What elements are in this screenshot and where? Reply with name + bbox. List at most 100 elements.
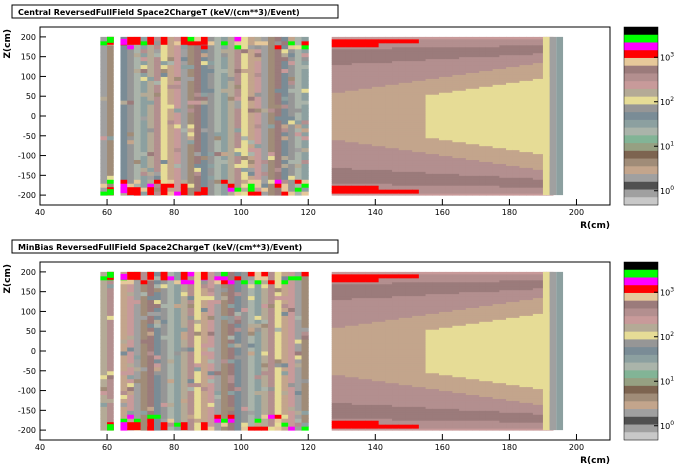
heatmap-cell bbox=[113, 104, 121, 109]
heatmap-cell bbox=[492, 171, 500, 174]
heatmap-cell bbox=[120, 187, 128, 194]
heatmap-cell bbox=[241, 323, 249, 328]
heatmap-cell bbox=[432, 135, 440, 139]
heatmap-cell bbox=[174, 410, 182, 415]
heatmap-cell bbox=[351, 141, 360, 145]
heatmap-cell bbox=[194, 60, 202, 66]
heatmap-cell bbox=[345, 68, 353, 72]
heatmap-cell bbox=[241, 343, 249, 348]
heatmap-cell bbox=[425, 108, 433, 111]
heatmap-cell bbox=[405, 139, 413, 143]
heatmap-cell bbox=[221, 271, 229, 277]
heatmap-cell bbox=[338, 52, 346, 56]
heatmap-cell bbox=[519, 143, 527, 147]
heatmap-cell bbox=[274, 96, 282, 101]
heatmap-cell bbox=[485, 68, 494, 72]
heatmap-cell bbox=[378, 143, 386, 147]
heatmap-cell bbox=[378, 52, 386, 56]
heatmap-cell bbox=[200, 163, 209, 168]
heatmap-cell bbox=[425, 114, 433, 117]
heatmap-cell bbox=[492, 106, 500, 109]
heatmap-cell bbox=[331, 100, 339, 103]
heatmap-cell bbox=[485, 70, 494, 73]
heatmap-cell bbox=[274, 187, 282, 192]
heatmap-cell bbox=[345, 179, 353, 182]
heatmap-cell bbox=[180, 76, 189, 81]
heatmap-cell bbox=[113, 311, 121, 316]
heatmap-cell bbox=[120, 64, 128, 70]
heatmap-cell bbox=[465, 86, 474, 89]
heatmap-cell bbox=[506, 108, 514, 111]
heatmap-cell bbox=[288, 191, 296, 196]
heatmap-cell bbox=[120, 44, 128, 50]
heatmap-cell bbox=[207, 422, 215, 427]
colorbar-swatch bbox=[624, 88, 658, 98]
heatmap-cell bbox=[113, 307, 121, 312]
heatmap-cell bbox=[512, 60, 520, 64]
heatmap-cell bbox=[133, 291, 142, 297]
heatmap-cell bbox=[174, 68, 182, 73]
heatmap-cell bbox=[351, 175, 360, 178]
heatmap-cell bbox=[425, 191, 433, 194]
heatmap-cell bbox=[492, 82, 500, 85]
heatmap-cell bbox=[100, 291, 108, 297]
heatmap-cell bbox=[241, 335, 249, 340]
heatmap-cell bbox=[174, 319, 182, 324]
heatmap-cell bbox=[214, 147, 222, 153]
heatmap-cell bbox=[425, 80, 433, 83]
heatmap-cell bbox=[294, 175, 303, 180]
heatmap-cell bbox=[499, 72, 507, 75]
heatmap-cell bbox=[499, 48, 507, 52]
heatmap-cell bbox=[261, 100, 269, 105]
colorbar-swatch bbox=[624, 96, 658, 105]
heatmap-cell bbox=[113, 343, 121, 348]
heatmap-cell bbox=[472, 78, 480, 81]
heatmap-cell bbox=[207, 354, 215, 360]
colorbar-frame bbox=[623, 26, 659, 206]
heatmap-cell bbox=[100, 287, 108, 293]
heatmap-cell bbox=[432, 129, 440, 133]
heatmap-cell bbox=[519, 70, 527, 73]
heatmap-cell bbox=[221, 127, 229, 133]
heatmap-cell bbox=[499, 58, 507, 62]
heatmap-cell bbox=[519, 98, 527, 101]
heatmap-cell bbox=[274, 179, 282, 184]
heatmap-cell bbox=[439, 181, 447, 184]
heatmap-cell bbox=[107, 354, 115, 360]
heatmap-cell bbox=[254, 347, 262, 352]
heatmap-cell bbox=[227, 100, 235, 105]
heatmap-cell bbox=[465, 117, 474, 121]
heatmap-cell bbox=[274, 143, 282, 149]
heatmap-cell bbox=[331, 86, 339, 89]
heatmap-cell bbox=[167, 131, 175, 137]
heatmap-cell bbox=[485, 46, 494, 50]
heatmap-cell bbox=[512, 38, 520, 42]
heatmap-cell bbox=[519, 100, 527, 103]
heatmap-cell bbox=[120, 347, 128, 352]
heatmap-cell bbox=[392, 62, 400, 66]
heatmap-cell bbox=[120, 100, 128, 105]
heatmap-cell bbox=[445, 64, 453, 68]
heatmap-cell bbox=[331, 64, 339, 68]
heatmap-cell bbox=[526, 80, 534, 83]
heatmap-cell bbox=[338, 141, 346, 145]
heatmap-cell bbox=[261, 351, 269, 356]
heatmap-cell bbox=[200, 390, 209, 396]
heatmap-cell bbox=[180, 179, 189, 184]
heatmap-cell bbox=[459, 143, 467, 147]
heatmap-cell bbox=[331, 84, 339, 87]
heatmap-cell bbox=[371, 187, 380, 190]
heatmap-cell bbox=[465, 135, 474, 139]
heatmap-cell bbox=[254, 175, 262, 180]
heatmap-cell bbox=[452, 114, 460, 117]
heatmap-cell bbox=[247, 191, 256, 196]
heatmap-cell bbox=[133, 127, 142, 133]
heatmap-cell bbox=[207, 155, 215, 161]
heatmap-cell bbox=[479, 84, 487, 87]
heatmap-cell bbox=[288, 171, 296, 176]
heatmap-cell bbox=[512, 72, 520, 75]
heatmap-cell bbox=[412, 125, 420, 129]
heatmap-cell bbox=[160, 100, 168, 105]
heatmap-cell bbox=[512, 141, 520, 145]
